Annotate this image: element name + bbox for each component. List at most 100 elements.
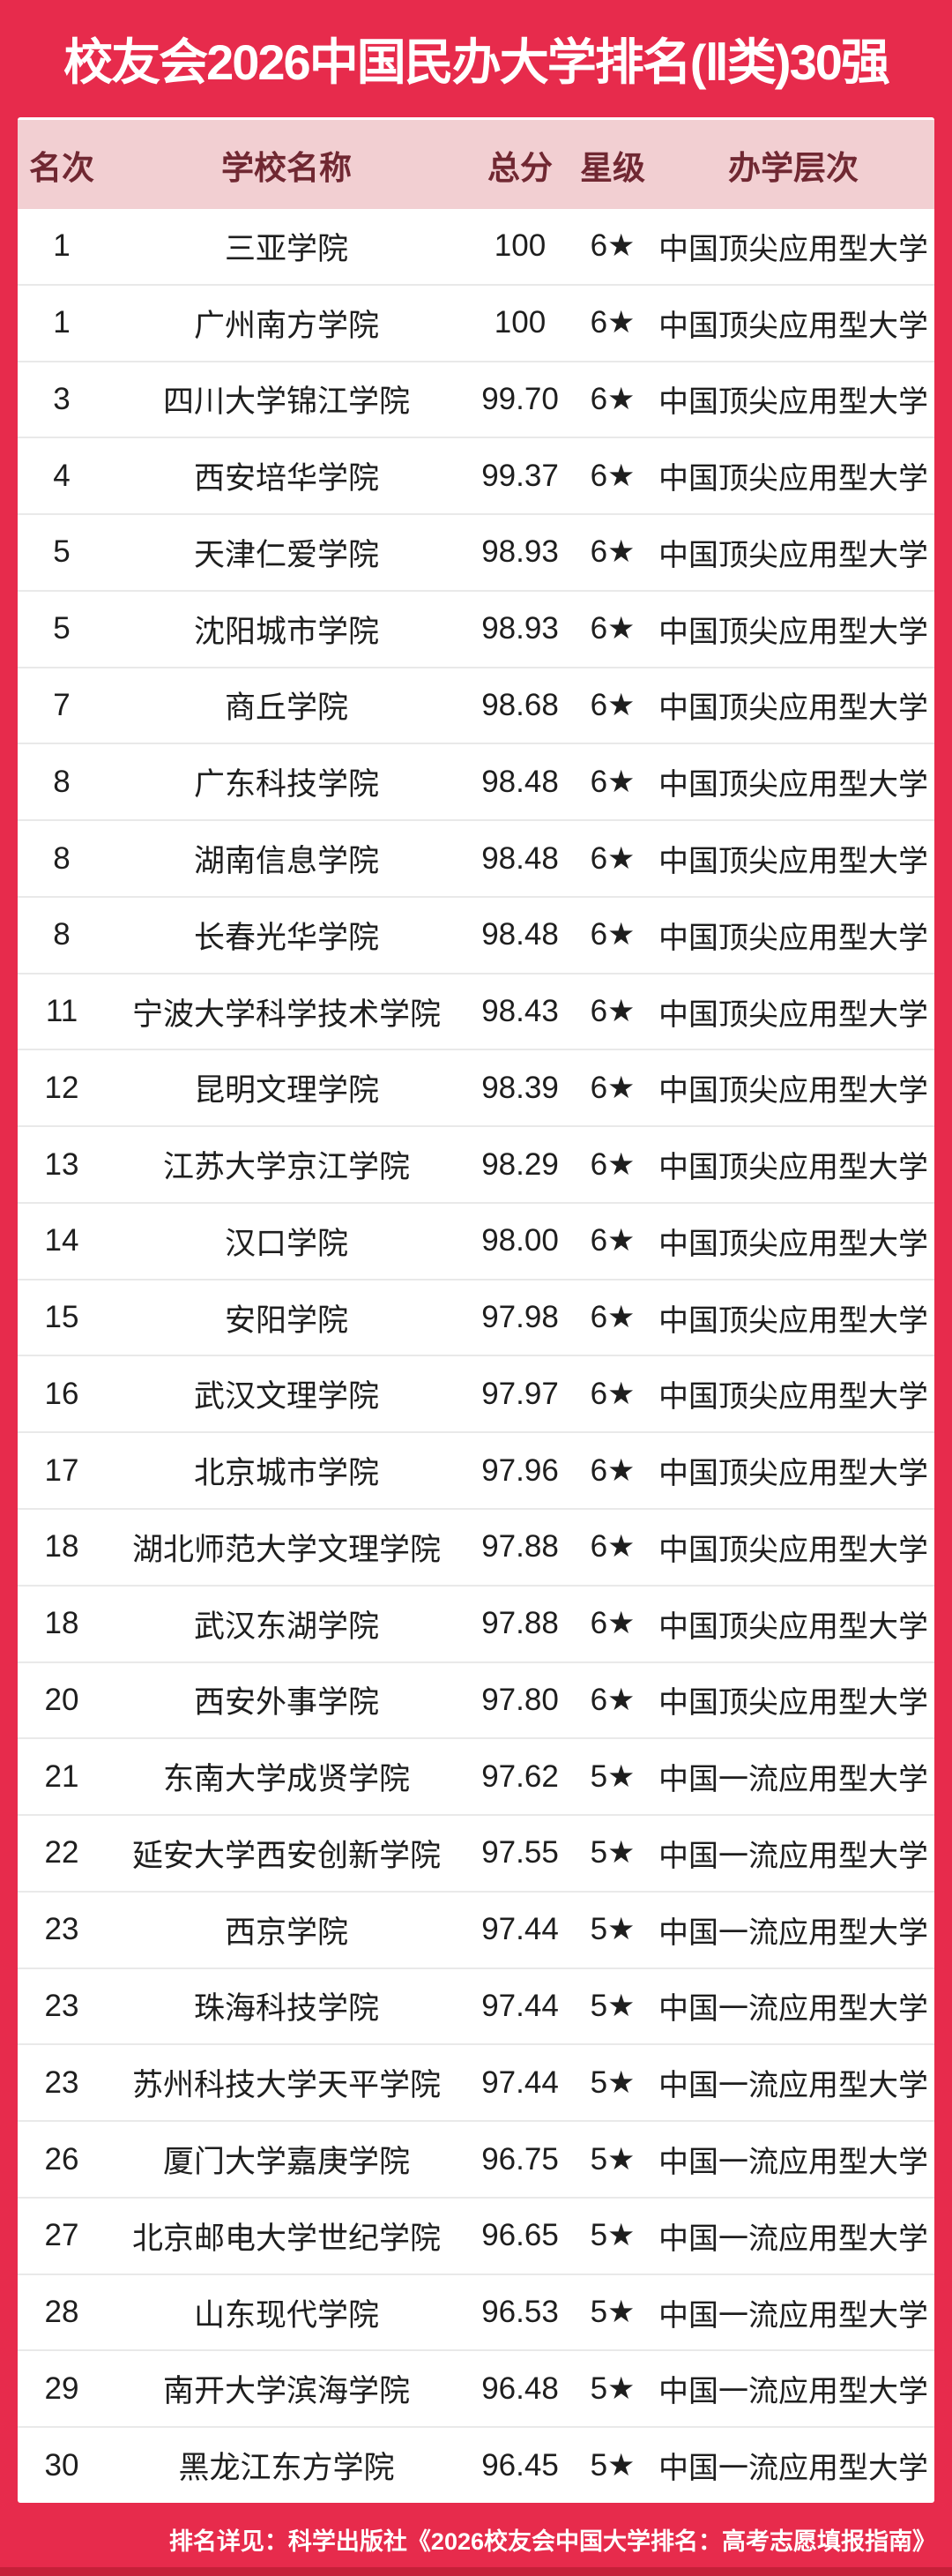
table-row: 22 延安大学西安创新学院 97.55 5★ 中国一流应用型大学 [18, 1814, 934, 1891]
stars-cell: 5★ [590, 2141, 636, 2177]
table-row: 15 安阳学院 97.98 6★ 中国顶尖应用型大学 [18, 1278, 934, 1355]
score-cell: 96.48 [481, 2371, 559, 2406]
stars-cell: 6★ [590, 994, 636, 1029]
level-cell: 中国顶尖应用型大学 [658, 385, 928, 420]
rank-cell: 3 [53, 381, 71, 416]
rank-cell: 26 [44, 2141, 79, 2177]
rank-cell: 18 [44, 1529, 79, 1564]
rank-cell: 23 [44, 1988, 79, 2023]
score-cell: 97.98 [481, 1300, 559, 1335]
level-cell: 中国顶尖应用型大学 [658, 1609, 928, 1644]
score-cell: 98.00 [481, 1223, 559, 1258]
school-cell: 广州南方学院 [193, 308, 379, 343]
level-cell: 中国顶尖应用型大学 [658, 1533, 928, 1567]
level-cell: 中国顶尖应用型大学 [658, 538, 928, 572]
school-cell: 长春光华学院 [193, 920, 379, 955]
stars-cell: 5★ [590, 1912, 636, 1947]
school-cell: 商丘学院 [224, 691, 348, 726]
table-row: 21 东南大学成贤学院 97.62 5★ 中国一流应用型大学 [18, 1737, 934, 1814]
stars-cell: 6★ [590, 764, 636, 799]
score-cell: 96.75 [481, 2141, 559, 2177]
school-cell: 西安培华学院 [193, 461, 379, 497]
school-cell: 湖南信息学院 [193, 844, 379, 878]
score-cell: 98.48 [481, 764, 559, 799]
score-cell: 100 [494, 228, 547, 264]
table-row: 5 沈阳城市学院 98.93 6★ 中国顶尖应用型大学 [18, 589, 934, 667]
score-cell: 98.93 [481, 611, 559, 646]
table-row: 7 商丘学院 98.68 6★ 中国顶尖应用型大学 [18, 666, 934, 743]
stars-cell: 6★ [590, 381, 636, 416]
rank-cell: 29 [44, 2371, 79, 2406]
score-cell: 96.45 [481, 2447, 559, 2483]
table-body: 1 三亚学院 100 6★ 中国顶尖应用型大学 1 广州南方学院 100 6★ … [18, 209, 934, 2503]
rank-cell: 20 [44, 1682, 79, 1717]
school-cell: 汉口学院 [224, 1226, 348, 1261]
school-cell: 厦门大学嘉庚学院 [162, 2145, 410, 2180]
score-cell: 97.44 [481, 2065, 559, 2100]
bottom-strip [0, 2567, 952, 2576]
score-cell: 96.65 [481, 2218, 559, 2253]
rank-cell: 1 [53, 305, 71, 340]
level-cell: 中国顶尖应用型大学 [658, 845, 928, 878]
stars-cell: 6★ [590, 1070, 636, 1105]
level-cell: 中国一流应用型大学 [658, 2375, 928, 2409]
school-cell: 山东现代学院 [193, 2297, 379, 2333]
school-cell: 苏州科技大学天平学院 [131, 2068, 441, 2103]
rank-cell: 14 [44, 1223, 79, 1258]
level-cell: 中国顶尖应用型大学 [658, 232, 928, 266]
level-cell: 中国一流应用型大学 [658, 2298, 928, 2333]
score-cell: 97.80 [481, 1682, 559, 1717]
table-row: 1 三亚学院 100 6★ 中国顶尖应用型大学 [18, 209, 934, 284]
score-cell: 97.55 [481, 1835, 559, 1870]
rank-cell: 8 [53, 840, 71, 876]
col-header-stars: 星级 [580, 149, 645, 186]
table-row: 20 西安外事学院 97.80 6★ 中国顶尖应用型大学 [18, 1661, 934, 1738]
table-row: 11 宁波大学科学技术学院 98.43 6★ 中国顶尖应用型大学 [18, 972, 934, 1049]
rank-cell: 12 [44, 1070, 79, 1105]
score-cell: 97.88 [481, 1606, 559, 1641]
table-row: 18 湖北师范大学文理学院 97.88 6★ 中国顶尖应用型大学 [18, 1508, 934, 1585]
score-cell: 97.44 [481, 1988, 559, 2023]
level-cell: 中国顶尖应用型大学 [658, 1227, 928, 1261]
stars-cell: 6★ [590, 917, 636, 952]
table-row: 8 广东科技学院 98.48 6★ 中国顶尖应用型大学 [18, 743, 934, 819]
col-header-rank: 名次 [29, 149, 94, 186]
school-cell: 北京邮电大学世纪学院 [131, 2221, 441, 2256]
stars-cell: 6★ [590, 840, 636, 876]
table-row: 28 山东现代学院 96.53 5★ 中国一流应用型大学 [18, 2273, 934, 2350]
rank-cell: 30 [44, 2447, 79, 2483]
rank-cell: 5 [53, 534, 71, 570]
table-row: 16 武汉文理学院 97.97 6★ 中国顶尖应用型大学 [18, 1355, 934, 1431]
stars-cell: 6★ [590, 1300, 636, 1335]
school-cell: 北京城市学院 [193, 1456, 379, 1491]
school-cell: 湖北师范大学文理学院 [131, 1532, 441, 1567]
level-cell: 中国顶尖应用型大学 [658, 768, 928, 803]
rank-cell: 22 [44, 1835, 79, 1870]
rank-cell: 15 [44, 1300, 79, 1335]
score-cell: 96.53 [481, 2295, 559, 2330]
stars-cell: 6★ [590, 1606, 636, 1641]
score-cell: 97.97 [481, 1376, 559, 1411]
col-header-level: 办学层次 [728, 149, 859, 186]
table-row: 17 北京城市学院 97.96 6★ 中国顶尖应用型大学 [18, 1431, 934, 1508]
table-row: 13 江苏大学京江学院 98.29 6★ 中国顶尖应用型大学 [18, 1125, 934, 1202]
table-row: 5 天津仁爱学院 98.93 6★ 中国顶尖应用型大学 [18, 513, 934, 590]
stars-cell: 6★ [590, 534, 636, 570]
level-cell: 中国一流应用型大学 [658, 1763, 928, 1797]
rank-cell: 8 [53, 764, 71, 799]
rank-cell: 11 [45, 994, 78, 1029]
table-row: 1 广州南方学院 100 6★ 中国顶尖应用型大学 [18, 283, 934, 361]
school-cell: 安阳学院 [224, 1303, 348, 1338]
level-cell: 中国一流应用型大学 [658, 2452, 928, 2486]
rank-cell: 23 [44, 1912, 79, 1947]
stars-cell: 5★ [590, 2447, 636, 2483]
score-cell: 97.88 [481, 1529, 559, 1564]
level-cell: 中国顶尖应用型大学 [658, 1074, 928, 1109]
rank-cell: 17 [44, 1452, 79, 1488]
table-row: 30 黑龙江东方学院 96.45 5★ 中国一流应用型大学 [18, 2426, 934, 2503]
stars-cell: 6★ [590, 228, 636, 264]
level-cell: 中国一流应用型大学 [658, 2146, 928, 2180]
table-row: 26 厦门大学嘉庚学院 96.75 5★ 中国一流应用型大学 [18, 2120, 934, 2197]
level-cell: 中国顶尖应用型大学 [658, 462, 928, 497]
level-cell: 中国一流应用型大学 [658, 2221, 928, 2256]
